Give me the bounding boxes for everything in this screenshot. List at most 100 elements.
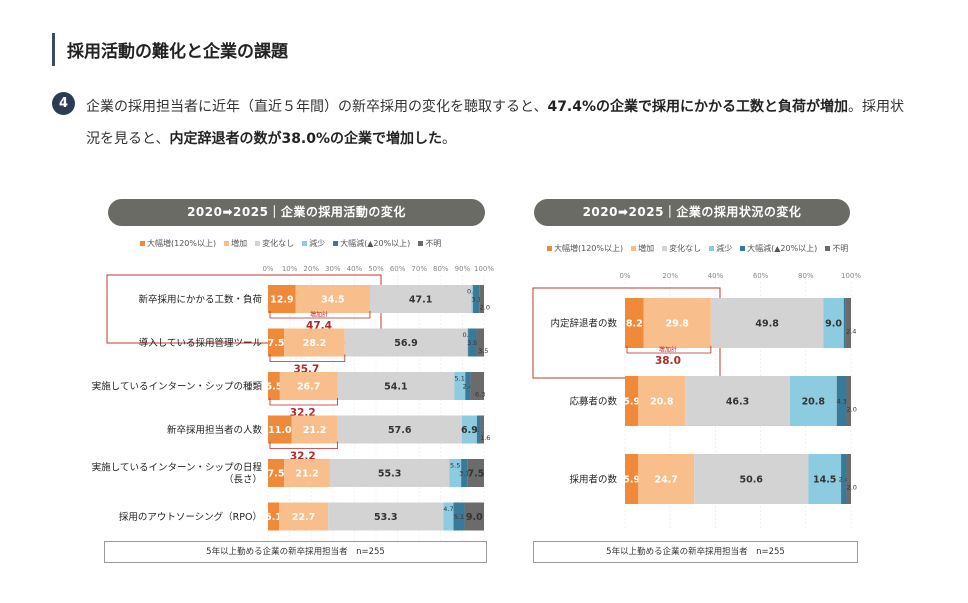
left-legend-item: 減少 bbox=[302, 238, 325, 249]
right-category-label: 採用者の数 bbox=[569, 474, 617, 486]
left-legend-label: 大幅増(120%以上) bbox=[147, 239, 217, 248]
right-sum-value: 38.0 bbox=[655, 355, 681, 367]
left-legend-swatch bbox=[140, 241, 145, 246]
right-data-label: 2.4 bbox=[839, 476, 849, 484]
left-x-tick: 90% bbox=[455, 265, 471, 273]
left-data-label: 0.4 bbox=[462, 331, 472, 339]
left-chart-title: 2020➡2025｜企業の採用活動の変化 bbox=[108, 199, 485, 226]
right-data-label: 2.4 bbox=[846, 328, 856, 336]
right-legend-label: 増加 bbox=[638, 244, 655, 253]
left-data-label: 26.7 bbox=[297, 382, 320, 393]
left-data-label: 57.6 bbox=[388, 425, 412, 436]
left-legend-item: 大幅増(120%以上) bbox=[140, 238, 216, 249]
left-bar-segment bbox=[344, 328, 468, 357]
left-category-label: 新卒採用担当者の人数 bbox=[167, 424, 263, 436]
left-bar-segment bbox=[479, 285, 484, 313]
right-legend-label: 変化なし bbox=[669, 244, 702, 253]
left-data-label: 56.9 bbox=[394, 338, 417, 349]
left-category-label: （長さ） bbox=[224, 474, 262, 486]
right-x-tick: 100% bbox=[841, 272, 861, 280]
left-sum-bracket bbox=[269, 398, 338, 406]
left-bar-segment bbox=[268, 415, 292, 444]
left-data-label: 6.3 bbox=[475, 391, 485, 399]
right-bar-segment bbox=[846, 454, 851, 504]
right-data-label: 9.0 bbox=[825, 319, 842, 330]
left-bar-segment bbox=[473, 285, 480, 313]
left-data-label: 3.1 bbox=[471, 296, 481, 304]
right-legend-swatch bbox=[825, 246, 831, 251]
right-chart-footnote: 5年以上勤める企業の新卒採用担当者 n=255 bbox=[533, 541, 858, 563]
left-data-label: 53.3 bbox=[374, 512, 397, 523]
right-legend-label: 減少 bbox=[716, 244, 733, 253]
left-legend-item: 不明 bbox=[418, 238, 441, 249]
right-bar-segment bbox=[843, 298, 846, 348]
left-bar-segment bbox=[369, 285, 472, 313]
left-data-label: 5.1 bbox=[455, 375, 465, 383]
left-legend-swatch bbox=[418, 241, 424, 246]
left-data-label: 7.5 bbox=[268, 338, 285, 349]
right-chart-title: 2020➡2025｜企業の採用状況の変化 bbox=[534, 199, 850, 226]
left-bar-segment bbox=[268, 502, 280, 531]
left-bar-segment bbox=[329, 459, 450, 487]
left-data-label: 6.9 bbox=[461, 425, 478, 436]
right-bar-segment bbox=[638, 454, 695, 504]
right-bar-segment bbox=[625, 376, 639, 426]
right-bar-segment bbox=[694, 454, 809, 504]
right-legend-label: 大幅減(▲20%以上) bbox=[747, 244, 818, 253]
left-x-tick: 60% bbox=[390, 265, 406, 273]
right-x-tick: 20% bbox=[662, 272, 678, 280]
left-data-label: 7.5 bbox=[268, 469, 285, 480]
right-bar-segment bbox=[789, 376, 837, 426]
summary-part-1: 企業の採用担当者に近年（直近５年間）の新卒採用の変化を聴取すると、 bbox=[86, 99, 548, 115]
right-legend-label: 不明 bbox=[832, 244, 849, 253]
left-data-label: 3.5 bbox=[478, 347, 488, 355]
left-legend-label: 減少 bbox=[309, 239, 326, 248]
right-data-label: 2.0 bbox=[847, 484, 857, 492]
left-sum-bracket bbox=[269, 311, 371, 319]
left-bar-segment bbox=[461, 459, 468, 487]
left-legend-label: 変化なし bbox=[262, 239, 295, 248]
left-bar-segment bbox=[295, 285, 370, 313]
left-data-label: 3.9 bbox=[467, 339, 477, 347]
left-category-label: 導入している採用管理ツール bbox=[139, 337, 263, 349]
left-data-label: 34.5 bbox=[321, 295, 344, 306]
right-data-label: 14.5 bbox=[813, 475, 836, 486]
left-data-label: 1.6 bbox=[480, 434, 490, 442]
left-data-label: 1.7 bbox=[474, 426, 484, 434]
left-data-label: 0.8 bbox=[467, 288, 477, 296]
right-data-label: 50.6 bbox=[739, 475, 763, 486]
right-category-label: 応募者の数 bbox=[569, 396, 617, 408]
right-legend-item: 増加 bbox=[631, 243, 654, 254]
right-data-label: 46.3 bbox=[726, 397, 749, 408]
right-bar-segment bbox=[625, 454, 639, 504]
left-data-label: 47.1 bbox=[409, 295, 432, 306]
right-legend-item: 大幅増(120%以上) bbox=[547, 243, 623, 254]
left-bar-segment bbox=[337, 372, 455, 400]
summary-emphasis-2: 内定辞退者の数が38.0%の企業で増加した bbox=[169, 131, 443, 147]
left-bar-segment bbox=[471, 285, 474, 313]
right-legend-item: 大幅減(▲20%以上) bbox=[740, 243, 817, 254]
left-bar-segment bbox=[465, 372, 471, 400]
left-data-label: 5.5 bbox=[266, 382, 283, 393]
right-data-label: 24.7 bbox=[654, 475, 677, 486]
left-data-label: 5.1 bbox=[454, 513, 464, 521]
left-data-label: 7.5 bbox=[467, 469, 484, 480]
left-bar-segment bbox=[476, 328, 484, 357]
left-x-tick: 10% bbox=[282, 265, 298, 273]
right-legend-swatch bbox=[631, 246, 637, 251]
right-data-label: 29.8 bbox=[665, 319, 689, 330]
right-sum-caption: 増加計 bbox=[659, 346, 677, 354]
right-bar-segment bbox=[685, 376, 790, 426]
left-bar-segment bbox=[443, 502, 454, 531]
left-x-tick: 0% bbox=[262, 265, 273, 273]
left-data-label: 55.3 bbox=[378, 469, 401, 480]
left-bar-segment bbox=[268, 285, 296, 313]
left-x-tick: 20% bbox=[303, 265, 319, 273]
left-bar-segment bbox=[480, 415, 484, 444]
right-bar-segment bbox=[625, 298, 644, 348]
left-bar-segment bbox=[467, 459, 484, 487]
left-data-label: 5.1 bbox=[265, 512, 282, 523]
left-legend-swatch bbox=[224, 241, 230, 246]
left-legend-swatch bbox=[302, 241, 308, 246]
